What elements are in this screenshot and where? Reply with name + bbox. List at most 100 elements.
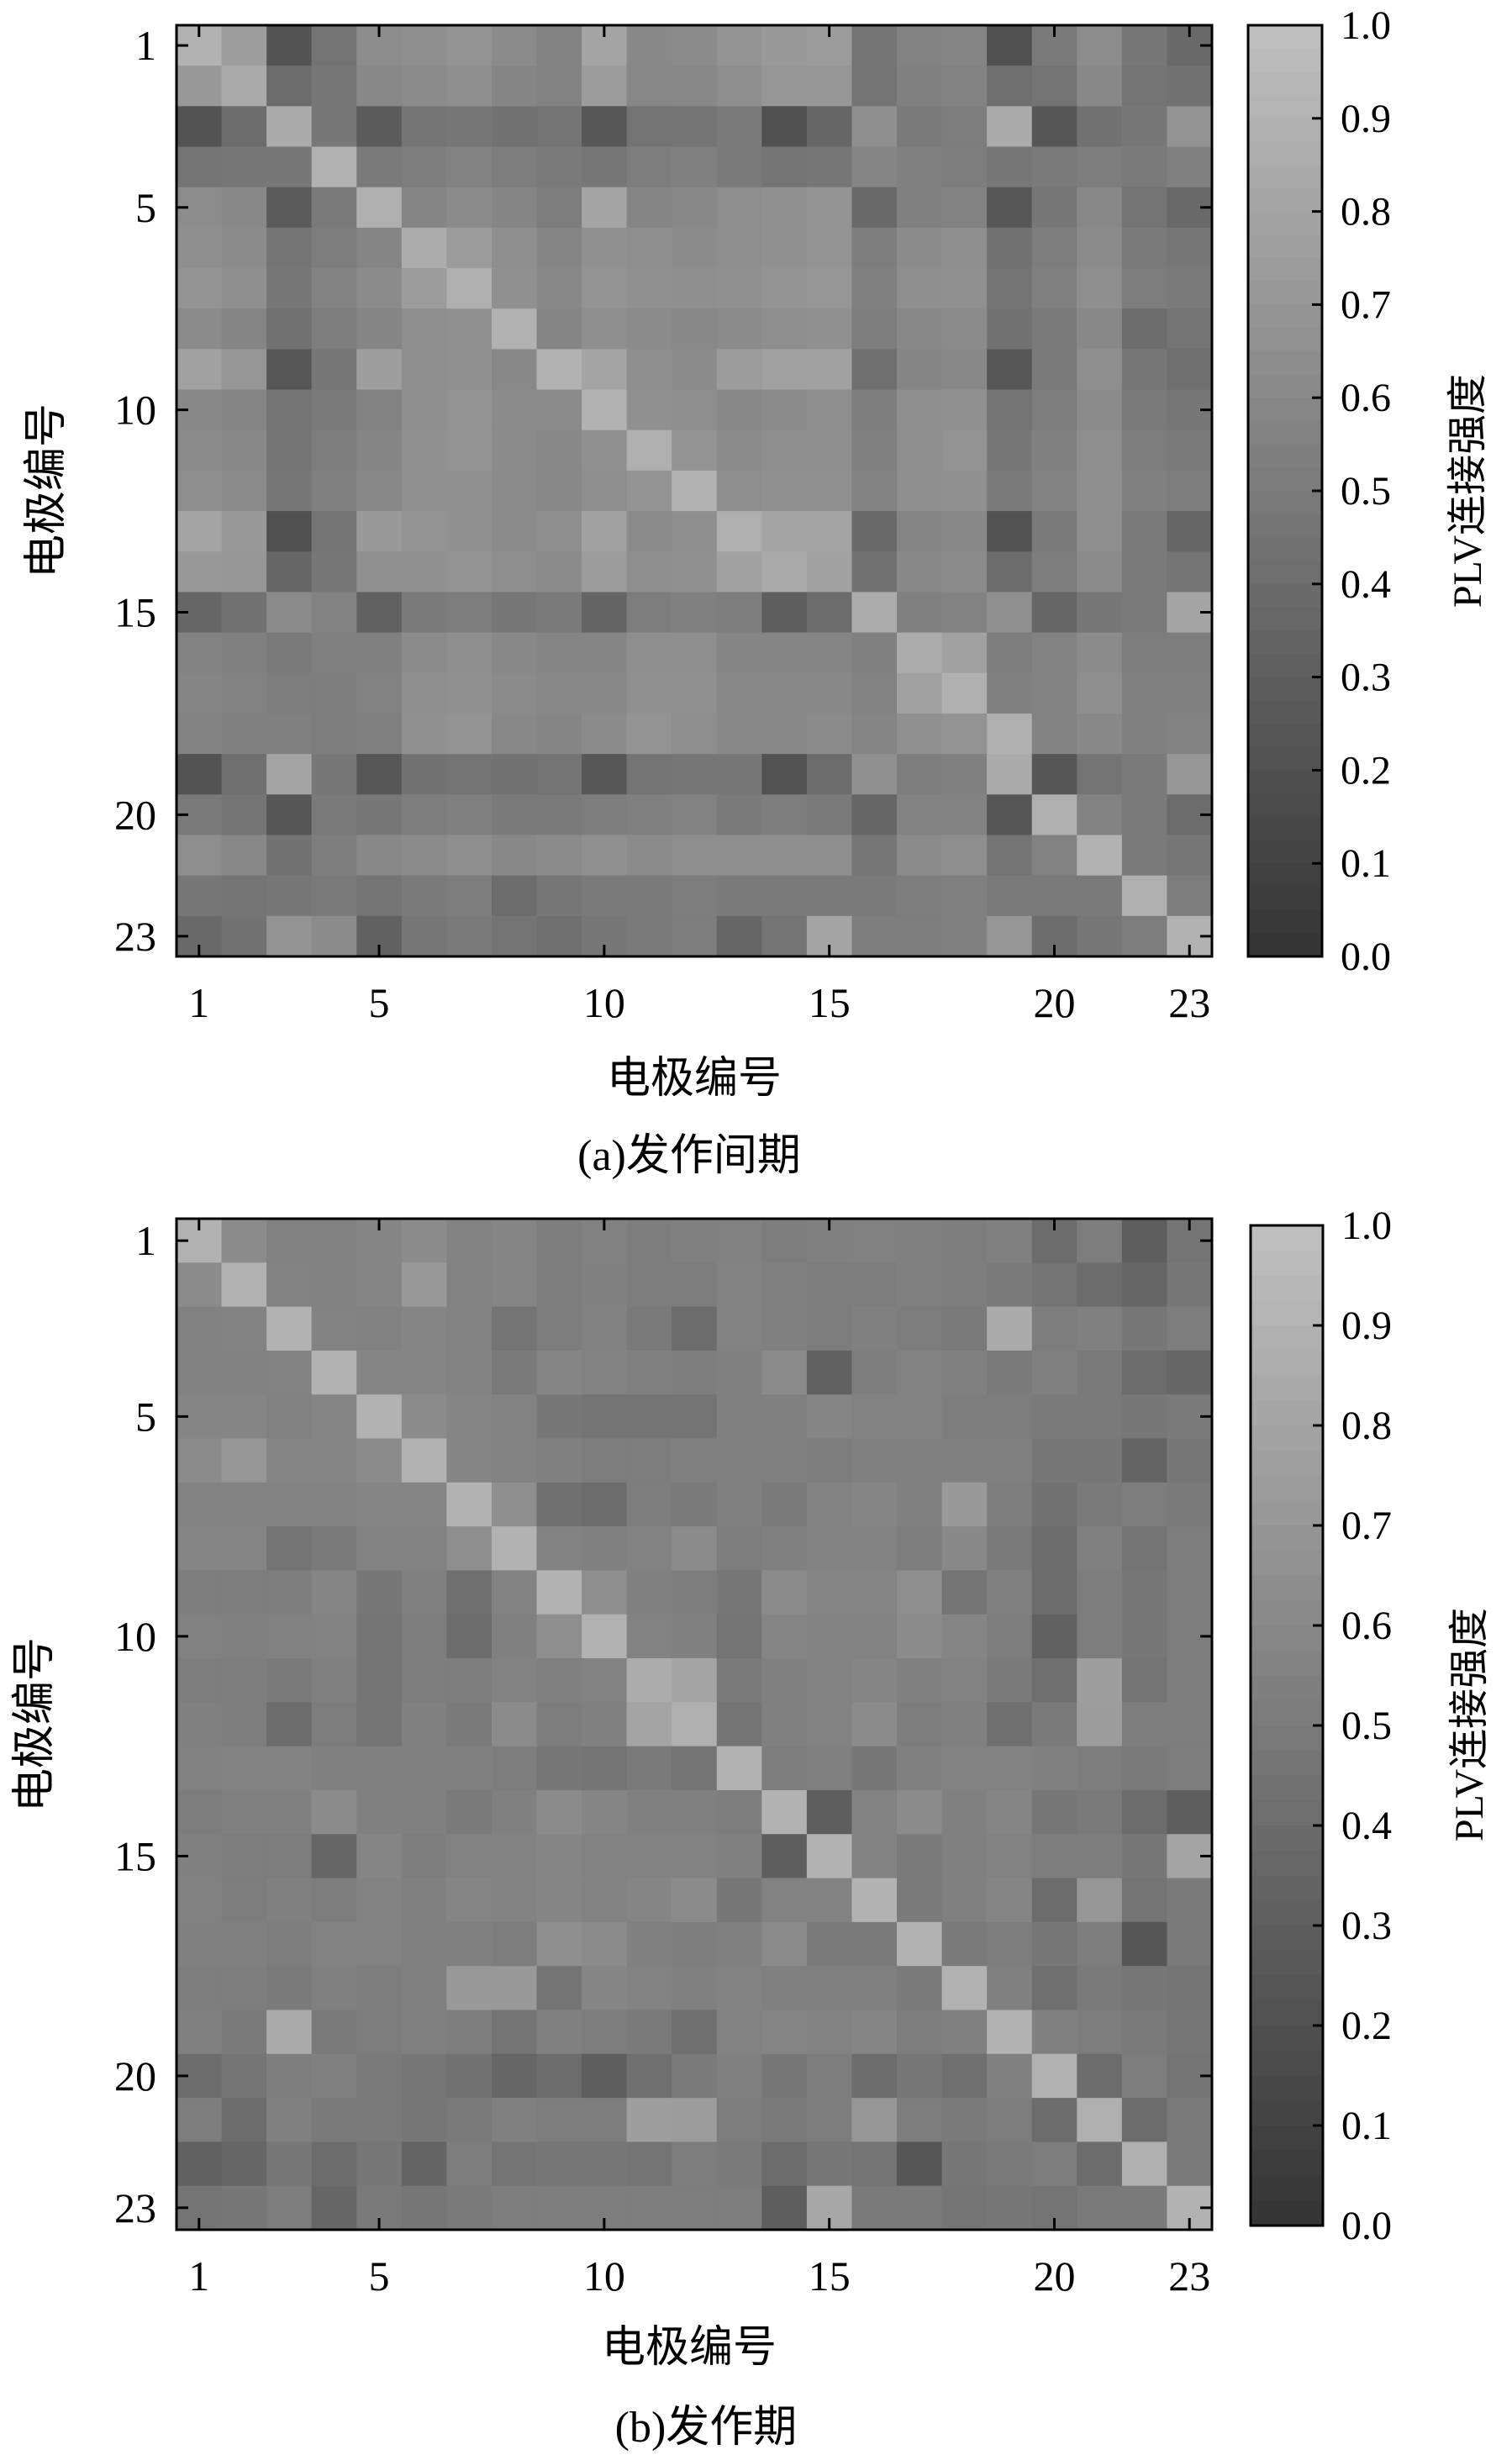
heatmap-cell: [941, 2098, 988, 2142]
heatmap-cell: [1121, 308, 1168, 350]
heatmap-cell: [582, 1746, 628, 1791]
heatmap-cell: [582, 146, 628, 188]
heatmap-cell: [716, 25, 762, 66]
heatmap-cell: [851, 1834, 898, 1879]
heatmap-cell: [176, 1878, 223, 1923]
heatmap-cell: [897, 1702, 943, 1747]
heatmap-cell: [941, 835, 988, 877]
heatmap-cell: [672, 1570, 718, 1615]
heatmap-cell: [761, 389, 808, 431]
heatmap-cell: [806, 672, 853, 714]
heatmap-cell: [626, 672, 672, 714]
heatmap-cell: [761, 2185, 808, 2231]
heatmap-cell: [761, 754, 808, 795]
heatmap-cell: [266, 1789, 313, 1835]
colorbar-tick-label: 0.2: [1341, 2004, 1392, 2048]
heatmap-cell: [1121, 429, 1168, 472]
heatmap-cell: [582, 2053, 628, 2099]
heatmap-cell: [311, 429, 357, 472]
heatmap-cell: [356, 1482, 403, 1527]
heatmap-cell: [1077, 2098, 1123, 2142]
heatmap-cell: [536, 349, 582, 391]
heatmap-cell: [491, 1702, 538, 1747]
heatmap-cell: [897, 1789, 943, 1835]
heatmap-cell: [897, 511, 943, 552]
heatmap-cell: [987, 1658, 1033, 1703]
heatmap-cell: [1031, 429, 1077, 472]
y-tick-label: 5: [135, 1393, 156, 1440]
heatmap-cell: [897, 268, 943, 309]
heatmap-cell: [761, 1262, 808, 1308]
heatmap-cell: [987, 308, 1033, 350]
heatmap-cell: [987, 754, 1033, 795]
heatmap-cell: [987, 592, 1033, 634]
y-tick-label: 15: [114, 589, 156, 636]
heatmap-cell: [761, 875, 808, 917]
colorbar-segment: [1251, 1850, 1323, 1877]
heatmap-cell: [1121, 2053, 1168, 2099]
heatmap-cell: [626, 1570, 672, 1615]
heatmap-cell: [1077, 1921, 1123, 1967]
heatmap-cell: [806, 875, 853, 917]
colorbar-tick-label: 0.4: [1341, 1804, 1392, 1848]
heatmap-cell: [1077, 2010, 1123, 2055]
heatmap-cell: [1077, 106, 1123, 148]
heatmap-cell: [716, 754, 762, 795]
heatmap-cell: [1031, 1789, 1077, 1835]
heatmap-cell: [1031, 1614, 1077, 1659]
heatmap-cell: [897, 1219, 943, 1263]
heatmap-cell: [582, 592, 628, 634]
colorbar-segment: [1251, 1350, 1323, 1377]
heatmap-cell: [582, 1350, 628, 1395]
heatmap-cell: [941, 1789, 988, 1835]
heatmap-cell: [1121, 2098, 1168, 2142]
heatmap-cell: [672, 1746, 718, 1791]
heatmap-cell: [806, 227, 853, 269]
colorbar-b: 0.0 0.1 0.2 0.3 0.4 0.5 0.6 0.7 0.8 0.9 1.0 PLV连接强…: [1249, 1204, 1492, 2248]
heatmap-cell: [672, 1658, 718, 1703]
heatmap-cell: [401, 1482, 447, 1527]
heatmap-cell: [716, 915, 762, 957]
heatmap-cell: [941, 2010, 988, 2055]
heatmap-cell: [626, 25, 672, 66]
heatmap-cell: [1077, 1614, 1123, 1659]
heatmap-cell: [987, 1966, 1033, 2011]
heatmap-cell: [1077, 1262, 1123, 1308]
heatmap-cell: [356, 875, 403, 917]
heatmap-cell: [266, 66, 313, 107]
heatmap-cell: [311, 1878, 357, 1923]
heatmap-cell: [536, 1834, 582, 1879]
heatmap-cell: [311, 754, 357, 795]
heatmap-a-ylabel: 电极编号: [23, 403, 71, 578]
heatmap-cell: [446, 672, 493, 714]
heatmap-cell: [176, 2098, 223, 2142]
colorbar-tick-label: 0.0: [1341, 2204, 1392, 2248]
heatmap-cell: [221, 429, 267, 472]
heatmap-cell: [987, 551, 1033, 593]
heatmap-cell: [356, 2142, 403, 2187]
heatmap-cell: [941, 2185, 988, 2231]
heatmap-cell: [356, 1526, 403, 1572]
heatmap-cell: [356, 187, 403, 229]
heatmap-cell: [446, 1746, 493, 1791]
heatmap-cell: [672, 2185, 718, 2231]
y-tick-label: 1: [135, 22, 156, 69]
heatmap-cell: [266, 106, 313, 148]
heatmap-cell: [1031, 592, 1077, 634]
heatmap-cell: [491, 187, 538, 229]
heatmap-cell: [176, 551, 223, 593]
heatmap-cell: [266, 754, 313, 795]
colorbar-segment: [1251, 2150, 1323, 2177]
heatmap-cell: [716, 672, 762, 714]
colorbar-segment: [1251, 2000, 1323, 2026]
heatmap-cell: [716, 1350, 762, 1395]
heatmap-cell: [1031, 106, 1077, 148]
heatmap-cell: [626, 2098, 672, 2142]
colorbar-segment: [1248, 816, 1322, 841]
heatmap-cell: [536, 25, 582, 66]
heatmap-cell: [536, 1789, 582, 1835]
heatmap-cell: [491, 429, 538, 472]
y-tick-label: 23: [114, 913, 156, 960]
heatmap-cell: [851, 227, 898, 269]
heatmap-cell: [176, 1482, 223, 1527]
